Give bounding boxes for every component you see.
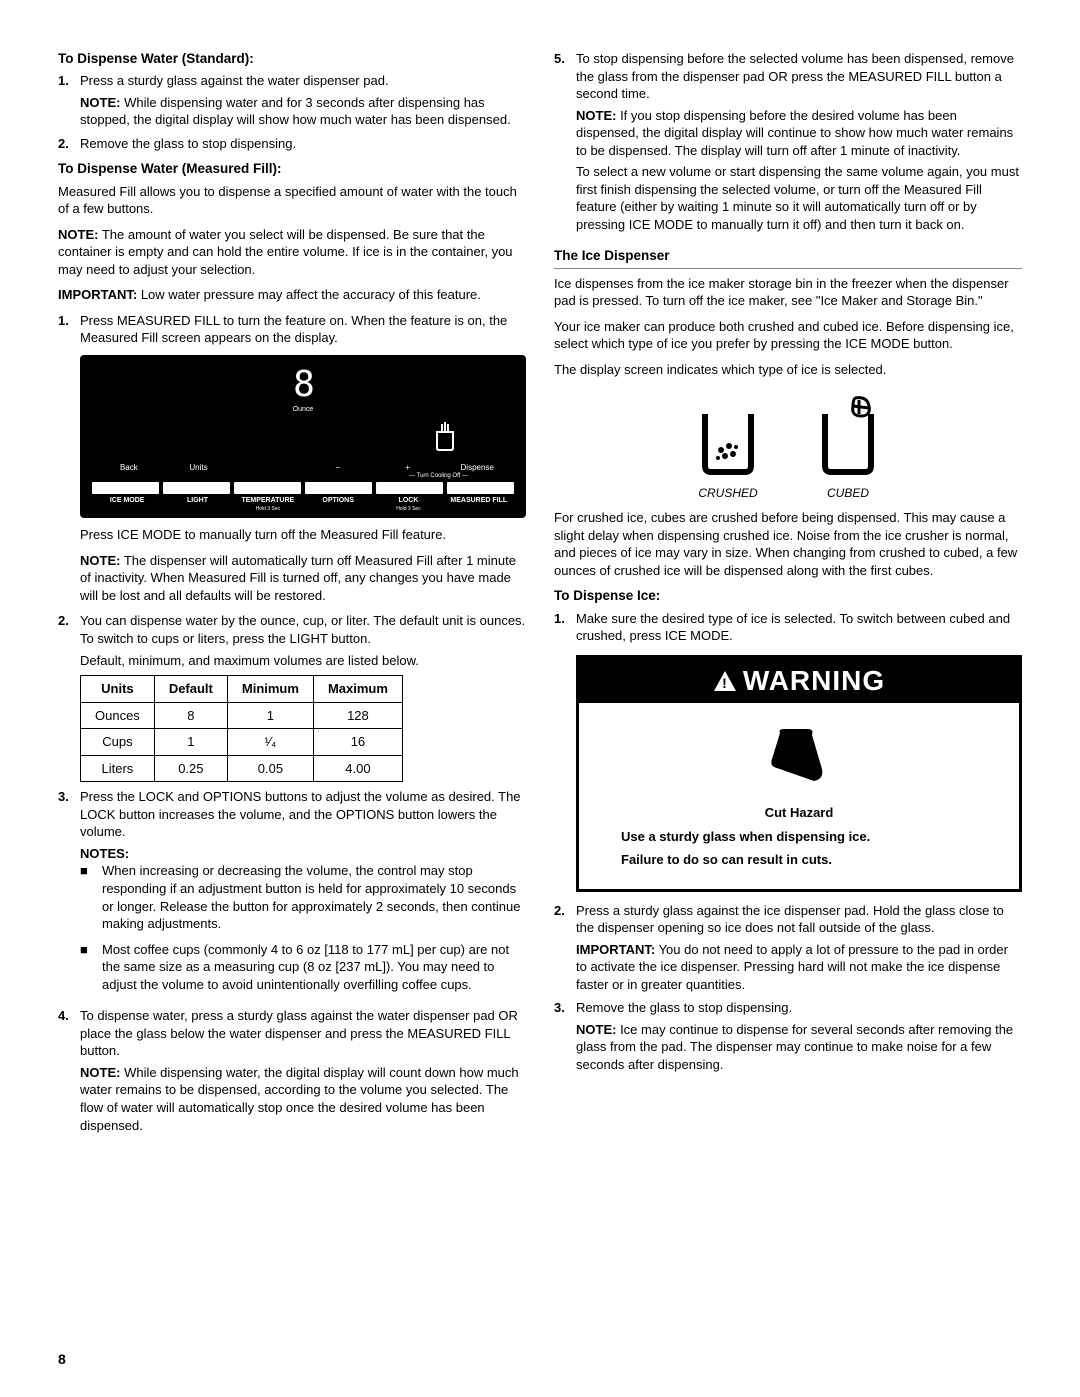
note-item: ■When increasing or decreasing the volum… (80, 862, 526, 932)
page-number: 8 (58, 1350, 66, 1369)
table-row: Ounces81128 (81, 702, 403, 729)
m1-note: NOTE: The dispenser will automatically t… (80, 552, 526, 605)
rule (554, 268, 1022, 269)
mstep-2: 2. You can dispense water by the ounce, … (58, 612, 526, 669)
table-header: Units Default Minimum Maximum (81, 676, 403, 703)
warn-line-3: Failure to do so can result in cuts. (593, 851, 1005, 869)
ice-para3: The display screen indicates which type … (554, 361, 1022, 379)
dstep-3: 3. Remove the glass to stop dispensing. … (554, 999, 1022, 1073)
warn-line-2: Use a sturdy glass when dispensing ice. (593, 828, 1005, 846)
mstep-1: 1. Press MEASURED FILL to turn the featu… (58, 312, 526, 347)
warning-box: ! WARNING Cut Hazard Use a sturdy glass … (576, 655, 1022, 892)
cup-icon (88, 422, 518, 457)
heading-measured: To Dispense Water (Measured Fill): (58, 160, 526, 178)
heading-standard: To Dispense Water (Standard): (58, 50, 526, 68)
mf-important: IMPORTANT: Low water pressure may affect… (58, 286, 526, 304)
warn-line-1: Cut Hazard (593, 804, 1005, 822)
heading-ice: The Ice Dispenser (554, 247, 1022, 265)
step-2: 2. Remove the glass to stop dispensing. (58, 135, 526, 153)
mf-note: NOTE: The amount of water you select wil… (58, 226, 526, 279)
mf-intro: Measured Fill allows you to dispense a s… (58, 183, 526, 218)
right-column: 5. To stop dispensing before the selecte… (554, 50, 1022, 1140)
ice-para1: Ice dispenses from the ice maker storage… (554, 275, 1022, 310)
mstep-3: 3. Press the LOCK and OPTIONS buttons to… (58, 788, 526, 1001)
warning-triangle-icon: ! (713, 670, 737, 692)
two-column-layout: To Dispense Water (Standard): 1. Press a… (58, 50, 1022, 1140)
hand-icon (593, 719, 1005, 794)
warning-header: ! WARNING (579, 658, 1019, 704)
volume-table: Units Default Minimum Maximum Ounces8112… (80, 675, 403, 782)
crushed-icon: CRUSHED (693, 396, 763, 501)
cubed-icon: CUBED (813, 396, 883, 501)
table-row: Cups1¹⁄₄16 (81, 729, 403, 756)
step-1: 1. Press a sturdy glass against the wate… (58, 72, 526, 129)
mstep-5: 5. To stop dispensing before the selecte… (554, 50, 1022, 233)
left-column: To Dispense Water (Standard): 1. Press a… (58, 50, 526, 1140)
ice-para2: Your ice maker can produce both crushed … (554, 318, 1022, 353)
dstep-1: 1. Make sure the desired type of ice is … (554, 610, 1022, 645)
note-item: ■Most coffee cups (commonly 4 to 6 oz [1… (80, 941, 526, 994)
display-panel: 8 Ounce Back Units − + Dispense — Turn C… (80, 355, 526, 518)
svg-text:!: ! (722, 675, 728, 691)
ice-icons-row: CRUSHED CUBED (554, 396, 1022, 501)
mstep-4: 4. To dispense water, press a sturdy gla… (58, 1007, 526, 1134)
m1-after: Press ICE MODE to manually turn off the … (80, 526, 526, 544)
ounce-label: Ounce (88, 405, 518, 414)
panel-button-labels: ICE MODE LIGHT TEMPERATUREHold 3 Sec OPT… (88, 497, 518, 512)
table-row: Liters0.250.054.00 (81, 755, 403, 782)
heading-dispense-ice: To Dispense Ice: (554, 587, 1022, 605)
dstep-2: 2. Press a sturdy glass against the ice … (554, 902, 1022, 994)
panel-slots (88, 482, 518, 494)
ice-para4: For crushed ice, cubes are crushed befor… (554, 509, 1022, 579)
seven-segment: 8 (88, 367, 518, 403)
